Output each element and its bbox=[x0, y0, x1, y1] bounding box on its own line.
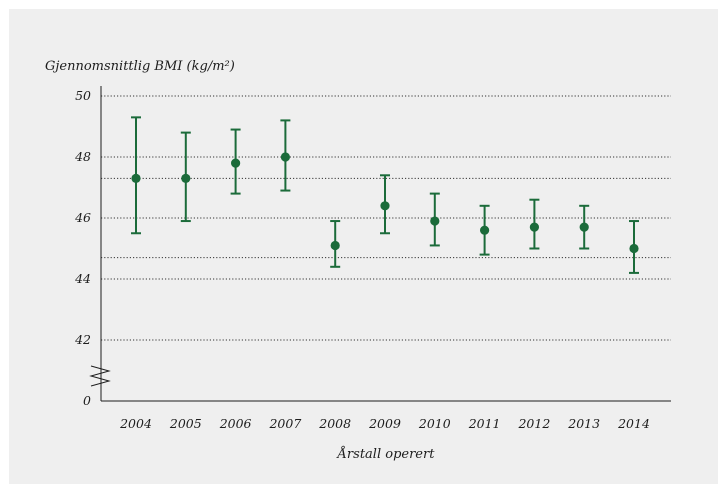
error-bar-point bbox=[429, 192, 440, 247]
x-tick-label: 2007 bbox=[268, 416, 301, 431]
error-bar-point bbox=[230, 128, 241, 195]
error-bar-point bbox=[380, 174, 390, 235]
y-axis-title: Gjennomsnittlig BMI (kg/m²) bbox=[45, 59, 235, 74]
axes bbox=[89, 86, 671, 402]
data-point bbox=[280, 152, 290, 162]
data-point bbox=[131, 173, 141, 183]
error-bar-point bbox=[180, 131, 191, 223]
y-tick-label: 44 bbox=[74, 271, 91, 286]
y-tick-label: 50 bbox=[75, 88, 91, 103]
data-point bbox=[480, 225, 490, 235]
x-axis-title: Årstall operert bbox=[336, 446, 436, 462]
x-tick-label: 2004 bbox=[119, 416, 152, 431]
x-tick-label: 2005 bbox=[169, 416, 202, 431]
x-tick-label: 2006 bbox=[219, 416, 252, 431]
y-tick-label: 42 bbox=[74, 332, 91, 347]
error-bar-point bbox=[579, 204, 590, 250]
x-tick-label: 2008 bbox=[318, 416, 351, 431]
chart-panel bbox=[9, 9, 718, 484]
data-point bbox=[529, 222, 540, 232]
error-bar-point bbox=[629, 220, 639, 274]
data-point bbox=[579, 222, 589, 232]
x-tick-labels: 2004 2005 2006 2007 2008 2009 2010 2011 2012 2013… bbox=[119, 416, 650, 431]
y-axis-break-icon bbox=[89, 365, 111, 387]
data-point bbox=[330, 240, 340, 251]
y-tick-label: 46 bbox=[74, 210, 91, 225]
x-tick-label: 2011 bbox=[468, 416, 501, 431]
x-tick-label: 2013 bbox=[567, 416, 600, 431]
y-tick-labels: 0 42 44 46 48 50 bbox=[74, 88, 91, 408]
error-bar-point bbox=[330, 220, 341, 268]
data-point bbox=[629, 243, 639, 254]
error-bar-point bbox=[280, 119, 291, 192]
x-tick-label: 2009 bbox=[368, 416, 401, 431]
data-point bbox=[430, 216, 440, 226]
error-bar-point bbox=[529, 198, 540, 250]
series-points bbox=[131, 116, 639, 274]
data-point bbox=[181, 173, 191, 183]
error-bar-point bbox=[479, 204, 490, 256]
y-tick-label: 48 bbox=[74, 149, 91, 164]
error-bar-point bbox=[131, 116, 141, 235]
x-tick-label: 2010 bbox=[418, 416, 451, 431]
y-tick-label: 0 bbox=[83, 393, 91, 408]
x-tick-label: 2012 bbox=[517, 416, 550, 431]
data-point bbox=[231, 158, 241, 168]
x-tick-label: 2014 bbox=[617, 416, 650, 431]
data-point bbox=[380, 201, 390, 211]
